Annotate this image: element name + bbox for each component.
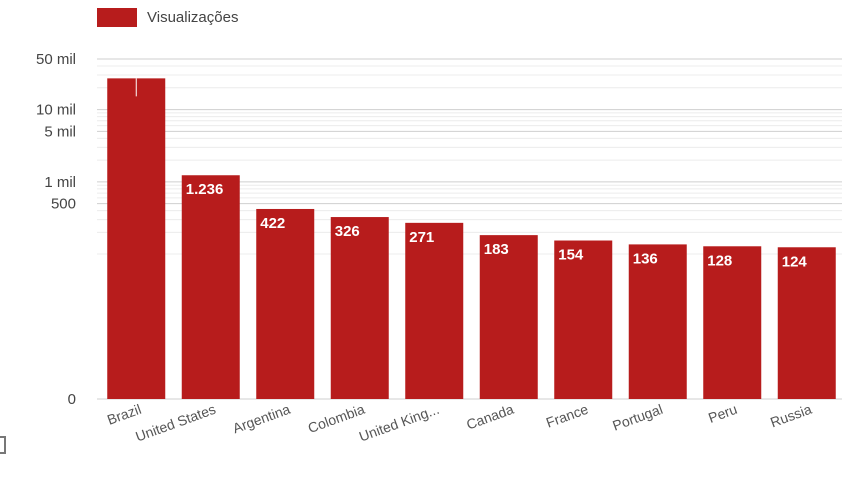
data-label: 154 (558, 247, 584, 264)
data-label: 136 (633, 250, 658, 267)
x-tick-label: Peru (706, 401, 739, 426)
data-label: 326 (335, 223, 360, 240)
bar (628, 244, 687, 399)
data-label: 124 (782, 253, 808, 270)
y-tick-label: 500 (51, 196, 76, 213)
y-tick-label: 1 mil (44, 174, 76, 191)
bar (330, 217, 389, 399)
x-tick-label: France (544, 401, 591, 431)
y-tick-label: 50 mil (36, 51, 76, 68)
data-label: 1.236 (186, 181, 224, 198)
bar (777, 247, 836, 399)
data-label: 271 (409, 229, 434, 246)
legend-swatch (97, 8, 137, 27)
data-label: 183 (484, 241, 509, 258)
expand-bracket-icon[interactable] (0, 436, 6, 454)
x-tick-label: Portugal (610, 401, 664, 434)
x-tick-label: Argentina (230, 401, 292, 437)
bar (703, 246, 762, 399)
x-tick-label: Canada (464, 401, 516, 433)
y-tick-label: 0 (68, 391, 76, 408)
bar (107, 78, 166, 399)
x-tick-label: United King... (357, 401, 441, 445)
y-tick-label: 5 mil (44, 123, 76, 140)
bar (256, 208, 315, 399)
bar (554, 240, 613, 399)
bar (405, 222, 464, 399)
x-tick-label: United States (133, 401, 217, 445)
legend: Visualizações (97, 8, 238, 27)
legend-label: Visualizações (147, 9, 239, 26)
x-tick-label: Brazil (105, 401, 143, 428)
data-label: 128 (707, 252, 732, 269)
bar (479, 235, 538, 399)
bar (181, 175, 240, 399)
y-tick-label: 10 mil (36, 102, 76, 119)
x-tick-label: Russia (768, 401, 814, 431)
data-label: 422 (260, 215, 285, 232)
